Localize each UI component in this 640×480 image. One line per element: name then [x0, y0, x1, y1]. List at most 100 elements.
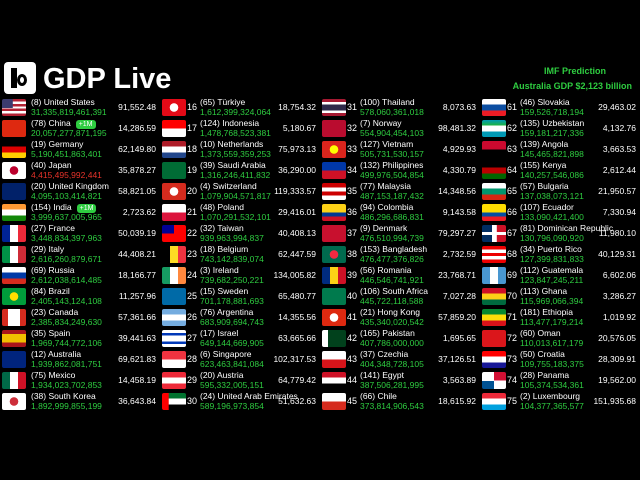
gdp-value: 110,013,617,179 [520, 338, 584, 348]
country-name: (46) Slovakia [520, 97, 570, 107]
gdp-value: 3,448,834,397,963 [31, 233, 102, 243]
country-flag [2, 330, 26, 347]
country-flag [2, 99, 26, 116]
gdp-value: 1,969,744,772,106 [31, 338, 102, 348]
rank-number: 75 [507, 396, 518, 406]
country-row: 36 (94) Colombia 486,296,686,831 9,143.58 [320, 202, 480, 223]
country-flag [162, 330, 186, 347]
country-row: 25 (15) Sweden 701,178,881,693 65,480.77 [160, 286, 320, 307]
country-name: (154) India +1M [31, 202, 97, 213]
gdp-value: 404,348,728,105 [360, 359, 424, 369]
rank-number: 69 [507, 270, 518, 280]
gdp-per-capita: 18,615.92 [438, 396, 476, 406]
country-row: (20) United Kingdom 4,095,103,414,821 58,8… [0, 181, 160, 202]
country-row: 27 (17) Israel 649,144,669,905 63,665.66 [160, 328, 320, 349]
gdp-value: 701,178,881,693 [200, 296, 264, 306]
rank-number: 45 [347, 396, 358, 406]
country-label: (107) Ecuador [520, 202, 574, 212]
country-label: (94) Colombia [360, 202, 414, 212]
gdp-value: 445,722,118,588 [360, 296, 424, 306]
country-name: (21) Hong Kong [360, 307, 420, 317]
gdp-per-capita: 2,723.62 [122, 207, 156, 217]
country-row: 20 (4) Switzerland 1,079,904,571,817 119,33… [160, 181, 320, 202]
rank-number: 72 [507, 333, 518, 343]
gdp-per-capita: 134,005.82 [273, 270, 316, 280]
country-flag [322, 204, 346, 221]
gdp-per-capita: 79,297.27 [438, 228, 476, 238]
country-label: (28) Panama [520, 370, 570, 380]
country-name: (81) Dominican Republic [520, 223, 613, 233]
country-label: (65) Türkiye [200, 97, 246, 107]
rank-number: 24 [187, 270, 198, 280]
gdp-per-capita: 8,073.63 [442, 102, 476, 112]
gdp-per-capita: 18,754.32 [278, 102, 316, 112]
country-label: (29) Italy [31, 244, 65, 254]
country-label: (48) Poland [200, 202, 244, 212]
rank-number: 66 [507, 207, 518, 217]
country-label: (9) Denmark [360, 223, 408, 233]
rank-number: 30 [187, 396, 198, 406]
rank-number: 17 [187, 123, 198, 133]
country-name: (107) Ecuador [520, 202, 574, 212]
gdp-value: 104,377,365,577 [520, 401, 584, 411]
gdp-value: 683,909,694,743 [200, 317, 264, 327]
gdp-per-capita: 14,355.56 [278, 312, 316, 322]
rank-number: 70 [507, 291, 518, 301]
gdp-per-capita: 62,149.80 [118, 144, 156, 154]
country-row: 74 (28) Panama 105,374,534,361 19,562.00 [480, 370, 640, 391]
country-flag [322, 99, 346, 116]
country-name: (69) Russia [31, 265, 74, 275]
country-name: (57) Bulgaria [520, 181, 569, 191]
country-row: (84) Brazil 2,405,143,124,108 11,257.96 [0, 286, 160, 307]
country-label: (113) Ghana [520, 286, 568, 296]
gdp-per-capita: 36,290.00 [278, 165, 316, 175]
country-name: (2) Luxembourg [520, 391, 580, 401]
country-row: 35 (77) Malaysia 487,153,187,432 14,348.56 [320, 181, 480, 202]
channel-logo [4, 62, 36, 94]
country-flag [482, 351, 506, 368]
country-row: (35) Spain 1,969,744,772,106 39,441.63 [0, 328, 160, 349]
country-label: (75) Mexico [31, 370, 76, 380]
country-label: (10) Netherlands [200, 139, 264, 149]
gdp-value: 123,847,245,211 [520, 275, 584, 285]
country-name: (48) Poland [200, 202, 244, 212]
rank-number: 40 [347, 291, 358, 301]
country-flag [322, 393, 346, 410]
rank-number: 26 [187, 312, 198, 322]
gdp-value: 476,477,376,826 [360, 254, 424, 264]
country-row: 45 (66) Chile 373,814,906,543 18,615.92 [320, 391, 480, 412]
country-label: (37) Czechia [360, 349, 409, 359]
gdp-per-capita: 151,935.68 [593, 396, 636, 406]
gdp-value: 1,612,399,324,064 [200, 107, 271, 117]
country-label: (27) France [31, 223, 75, 233]
country-label: (141) Egypt [360, 370, 404, 380]
country-name: (135) Uzbekistan [520, 118, 584, 128]
rank-number: 71 [507, 312, 518, 322]
country-flag [162, 372, 186, 389]
country-label: (6) Singapore [200, 349, 252, 359]
country-row: 29 (20) Austria 595,332,005,151 64,779.42 [160, 370, 320, 391]
country-name: (94) Colombia [360, 202, 413, 212]
country-name: (20) Austria [200, 370, 243, 380]
country-row: (40) Japan 4,415,495,992,441 35,878.27 [0, 160, 160, 181]
gdp-value: 1,316,246,411,832 [200, 170, 271, 180]
country-label: (50) Croatia [520, 349, 565, 359]
gdp-per-capita: 1,695.65 [442, 333, 476, 343]
gdp-value: 1,373,559,359,253 [200, 149, 271, 159]
gdp-per-capita: 40,408.13 [278, 228, 316, 238]
gdp-value: 115,969,066,394 [520, 296, 584, 306]
gdp-value: 159,181,217,336 [520, 128, 584, 138]
gdp-per-capita: 44,408.21 [118, 249, 156, 259]
gdp-value: 623,463,841,084 [200, 359, 264, 369]
country-flag [322, 162, 346, 179]
country-label: (23) Canada [31, 307, 79, 317]
country-flag [162, 204, 186, 221]
country-name: (9) Denmark [360, 223, 407, 233]
country-name: (37) Czechia [360, 349, 408, 359]
gdp-value: 743,142,839,074 [200, 254, 264, 264]
country-column: 16 (65) Türkiye 1,612,399,324,064 18,754.32… [160, 97, 320, 412]
country-row: 64 (155) Kenya 140,257,546,086 2,612.44 [480, 160, 640, 181]
country-name: (77) Malaysia [360, 181, 411, 191]
country-name: (32) Taiwan [200, 223, 244, 233]
country-row: (78) China +1M 20,057,277,871,195 14,286.59 [0, 118, 160, 139]
